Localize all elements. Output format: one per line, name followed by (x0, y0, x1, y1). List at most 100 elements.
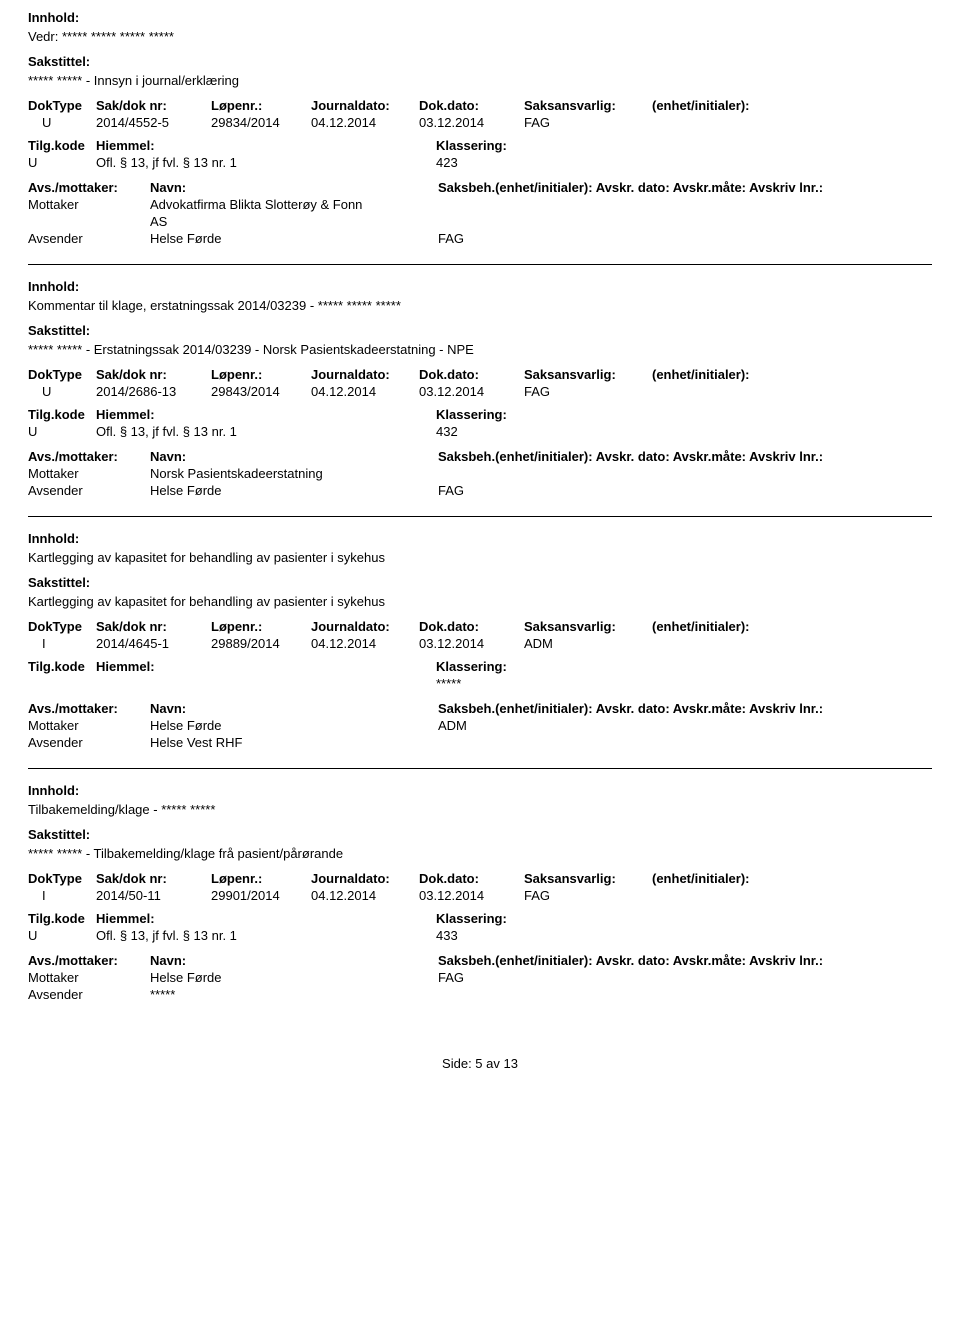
tilg-data: UOfl. § 13, jf fvl. § 13 nr. 1433 (28, 928, 932, 943)
tilg-data: UOfl. § 13, jf fvl. § 13 nr. 1432 (28, 424, 932, 439)
party-saksbeh: FAG (438, 483, 932, 498)
tilgkode-value: U (28, 155, 96, 170)
lopenr-value: 29834/2014 (211, 115, 311, 130)
klassering-label: Klassering: (436, 138, 932, 153)
party-navn-line2: AS (150, 214, 438, 229)
doktype-value: U (28, 384, 96, 399)
party-role: Avsender (28, 987, 150, 1002)
columns-data: I2014/4645-129889/201404.12.201403.12.20… (28, 636, 932, 651)
navn-label: Navn: (150, 953, 438, 968)
journaldato-value: 04.12.2014 (311, 384, 419, 399)
klassering-value: ***** (436, 676, 932, 691)
col-journaldato-label: Journaldato: (311, 619, 419, 634)
doktype-value: U (28, 115, 96, 130)
col-lopenr-label: Løpenr.: (211, 619, 311, 634)
klassering-value: 432 (436, 424, 932, 439)
sakstittel-text: ***** ***** - Erstatningssak 2014/03239 … (28, 342, 932, 357)
party-saksbeh (438, 735, 932, 750)
party-navn: Helse Førde (150, 970, 438, 985)
tilg-header: Tilg.kodeHiemmel:Klassering: (28, 138, 932, 153)
party-row-cont: AS (28, 214, 932, 229)
innhold-text: Tilbakemelding/klage - ***** ***** (28, 802, 932, 817)
party-role: Avsender (28, 483, 150, 498)
col-journaldato-label: Journaldato: (311, 98, 419, 113)
party-role: Mottaker (28, 718, 150, 733)
party-saksbeh: FAG (438, 231, 932, 246)
enhet-value (652, 636, 932, 651)
tilg-header: Tilg.kodeHiemmel:Klassering: (28, 407, 932, 422)
tilg-data: ***** (28, 676, 932, 691)
col-saksansvarlig-label: Saksansvarlig: (524, 871, 652, 886)
tilgkode-label: Tilg.kode (28, 911, 96, 926)
col-saknr-label: Sak/dok nr: (96, 98, 211, 113)
innhold-text: Kartlegging av kapasitet for behandling … (28, 550, 932, 565)
innhold-label: Innhold: (28, 279, 932, 294)
columns-data: I2014/50-1129901/201404.12.201403.12.201… (28, 888, 932, 903)
journal-record: Innhold: Kartlegging av kapasitet for beh… (28, 516, 932, 768)
party-navn: Advokatfirma Blikta Slotterøy & Fonn (150, 197, 438, 212)
col-saknr-label: Sak/dok nr: (96, 871, 211, 886)
col-saksansvarlig-label: Saksansvarlig: (524, 98, 652, 113)
doktype-value: I (28, 636, 96, 651)
col-enhet-label: (enhet/initialer): (652, 367, 932, 382)
party-row: AvsenderHelse FørdeFAG (28, 483, 932, 498)
klassering-value: 423 (436, 155, 932, 170)
col-enhet-label: (enhet/initialer): (652, 619, 932, 634)
journaldato-value: 04.12.2014 (311, 115, 419, 130)
klassering-value: 433 (436, 928, 932, 943)
innhold-label: Innhold: (28, 531, 932, 546)
hjemmel-value: Ofl. § 13, jf fvl. § 13 nr. 1 (96, 155, 436, 170)
saksbeh-label: Saksbeh.(enhet/initialer): Avskr. dato: … (438, 953, 932, 968)
sakstittel-text: ***** ***** - Innsyn i journal/erklæring (28, 73, 932, 88)
navn-label: Navn: (150, 701, 438, 716)
party-saksbeh: FAG (438, 970, 932, 985)
party-navn: ***** (150, 987, 438, 1002)
party-navn: Helse Førde (150, 231, 438, 246)
party-navn: Helse Førde (150, 483, 438, 498)
dokdato-value: 03.12.2014 (419, 636, 524, 651)
saksbeh-label: Saksbeh.(enhet/initialer): Avskr. dato: … (438, 449, 932, 464)
saksansvarlig-value: FAG (524, 115, 652, 130)
col-lopenr-label: Løpenr.: (211, 367, 311, 382)
sakstittel-label: Sakstittel: (28, 54, 932, 69)
sakstittel-text: ***** ***** - Tilbakemelding/klage frå p… (28, 846, 932, 861)
party-row: AvsenderHelse FørdeFAG (28, 231, 932, 246)
col-journaldato-label: Journaldato: (311, 871, 419, 886)
tilgkode-label: Tilg.kode (28, 138, 96, 153)
parties-header: Avs./mottaker:Navn:Saksbeh.(enhet/initia… (28, 701, 932, 716)
tilgkode-value: U (28, 424, 96, 439)
sakstittel-text: Kartlegging av kapasitet for behandling … (28, 594, 932, 609)
journal-record: Innhold:Tilbakemelding/klage - ***** ***… (28, 768, 932, 1020)
saksansvarlig-value: ADM (524, 636, 652, 651)
columns-header: DokTypeSak/dok nr:Løpenr.:Journaldato:Do… (28, 619, 932, 634)
innhold-text: Vedr: ***** ***** ***** ***** (28, 29, 932, 44)
parties-header: Avs./mottaker:Navn:Saksbeh.(enhet/initia… (28, 953, 932, 968)
avsmottaker-label: Avs./mottaker: (28, 449, 150, 464)
party-saksbeh: ADM (438, 718, 932, 733)
tilgkode-label: Tilg.kode (28, 659, 96, 674)
party-row: MottakerNorsk Pasientskadeerstatning (28, 466, 932, 481)
party-role: Mottaker (28, 466, 150, 481)
lopenr-value: 29901/2014 (211, 888, 311, 903)
party-role: Avsender (28, 231, 150, 246)
parties-header: Avs./mottaker:Navn:Saksbeh.(enhet/initia… (28, 180, 932, 195)
klassering-label: Klassering: (436, 407, 932, 422)
party-saksbeh (438, 987, 932, 1002)
tilgkode-value: U (28, 928, 96, 943)
party-row: Avsender***** (28, 987, 932, 1002)
innhold-text: Kommentar til klage, erstatningssak 2014… (28, 298, 932, 313)
party-saksbeh (438, 197, 932, 212)
party-navn: Helse Vest RHF (150, 735, 438, 750)
dokdato-value: 03.12.2014 (419, 384, 524, 399)
parties-header: Avs./mottaker:Navn:Saksbeh.(enhet/initia… (28, 449, 932, 464)
col-lopenr-label: Løpenr.: (211, 871, 311, 886)
journaldato-value: 04.12.2014 (311, 888, 419, 903)
lopenr-value: 29843/2014 (211, 384, 311, 399)
enhet-value (652, 384, 932, 399)
hjemmel-label: Hiemmel: (96, 659, 436, 674)
tilg-header: Tilg.kodeHiemmel:Klassering: (28, 659, 932, 674)
journal-record: Innhold: Kommentar til klage, erstatnings… (28, 264, 932, 516)
col-lopenr-label: Løpenr.: (211, 98, 311, 113)
tilg-data: UOfl. § 13, jf fvl. § 13 nr. 1423 (28, 155, 932, 170)
enhet-value (652, 115, 932, 130)
